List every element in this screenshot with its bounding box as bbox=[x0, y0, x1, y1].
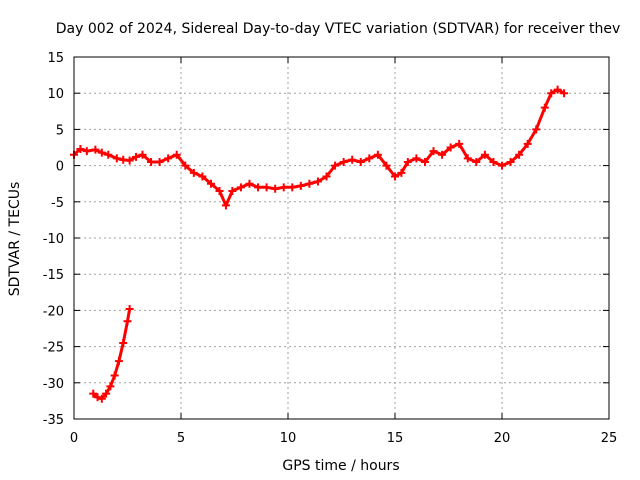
data-point bbox=[91, 145, 100, 154]
series-line-1 bbox=[72, 88, 566, 207]
data-point bbox=[102, 389, 111, 398]
data-point bbox=[397, 168, 406, 177]
data-point bbox=[221, 201, 230, 210]
data-point bbox=[114, 357, 123, 366]
y-tick-label: -35 bbox=[43, 413, 64, 428]
data-point bbox=[420, 157, 429, 166]
data-point bbox=[553, 85, 562, 94]
series-layer bbox=[70, 85, 569, 403]
grid-layer bbox=[74, 57, 609, 419]
data-point bbox=[206, 179, 215, 188]
data-point bbox=[365, 154, 374, 163]
data-point bbox=[560, 89, 569, 98]
data-point bbox=[331, 161, 340, 170]
y-tick-label: -25 bbox=[43, 341, 64, 356]
y-tick-label: 0 bbox=[56, 160, 64, 175]
x-tick-label: 15 bbox=[387, 431, 404, 446]
data-point bbox=[138, 150, 147, 159]
data-point bbox=[147, 157, 156, 166]
data-point bbox=[463, 154, 472, 163]
data-point bbox=[288, 183, 297, 192]
x-tick-label: 25 bbox=[601, 431, 618, 446]
data-point bbox=[373, 150, 382, 159]
data-point bbox=[172, 150, 181, 159]
data-point bbox=[181, 161, 190, 170]
tick-layer: 0 5 10 15 20 25 -35 -30 -25 -20 -15 -10 -5 0 5 10 15 bbox=[43, 51, 618, 446]
data-point bbox=[97, 148, 106, 157]
data-point bbox=[271, 184, 280, 193]
x-tick-label: 0 bbox=[70, 431, 78, 446]
data-point bbox=[106, 382, 115, 391]
data-point bbox=[254, 183, 263, 192]
data-point bbox=[339, 157, 348, 166]
data-point bbox=[82, 147, 91, 156]
x-tick-label: 20 bbox=[494, 431, 511, 446]
data-point bbox=[356, 157, 365, 166]
data-point bbox=[348, 155, 357, 164]
data-point bbox=[498, 161, 506, 170]
data-point bbox=[391, 172, 399, 181]
data-point bbox=[112, 154, 121, 163]
y-tick-label: -30 bbox=[43, 377, 64, 392]
data-point bbox=[198, 172, 207, 181]
data-point bbox=[506, 157, 515, 166]
y-axis-title: SDTVAR / TECUs bbox=[7, 182, 23, 297]
data-point bbox=[429, 147, 438, 156]
y-tick-label: -10 bbox=[43, 232, 64, 247]
data-point bbox=[123, 317, 132, 326]
data-point bbox=[125, 304, 134, 313]
y-tick-label: -15 bbox=[43, 268, 64, 283]
data-point bbox=[262, 183, 271, 192]
data-point bbox=[245, 179, 254, 188]
x-tick-label: 10 bbox=[280, 431, 297, 446]
series-line-2 bbox=[91, 307, 132, 401]
y-tick-label: 10 bbox=[47, 87, 64, 102]
data-point bbox=[104, 150, 113, 159]
data-point bbox=[236, 183, 245, 192]
data-point bbox=[472, 157, 481, 166]
chart-title: Day 002 of 2024, Sidereal Day-to-day VTE… bbox=[56, 21, 620, 37]
data-point bbox=[322, 172, 331, 181]
data-point bbox=[132, 152, 141, 161]
y-tick-label: -20 bbox=[43, 304, 64, 319]
data-point bbox=[110, 371, 119, 380]
data-point bbox=[547, 89, 556, 98]
data-point bbox=[480, 150, 489, 159]
data-point bbox=[489, 157, 498, 166]
data-point bbox=[215, 186, 224, 195]
data-point bbox=[97, 394, 106, 403]
data-point bbox=[89, 389, 98, 398]
data-point bbox=[296, 181, 305, 190]
data-point bbox=[446, 143, 455, 152]
data-point bbox=[305, 179, 314, 188]
y-tick-label: -5 bbox=[51, 196, 64, 211]
y-tick-label: 15 bbox=[47, 51, 64, 66]
data-point bbox=[455, 139, 464, 148]
data-point bbox=[515, 150, 524, 159]
data-point bbox=[313, 177, 322, 186]
x-tick-label: 5 bbox=[177, 431, 185, 446]
data-point bbox=[228, 186, 237, 195]
x-axis-title: GPS time / hours bbox=[282, 458, 399, 474]
data-point bbox=[382, 161, 391, 170]
data-point bbox=[438, 150, 447, 159]
data-point bbox=[164, 154, 173, 163]
data-point bbox=[155, 157, 164, 166]
data-point bbox=[523, 139, 532, 148]
data-point bbox=[93, 393, 102, 402]
data-point bbox=[412, 154, 421, 163]
data-point bbox=[532, 125, 541, 134]
data-point bbox=[403, 157, 412, 166]
data-point bbox=[279, 183, 288, 192]
data-point bbox=[119, 338, 128, 347]
data-point bbox=[125, 156, 134, 165]
y-tick-label: 5 bbox=[56, 123, 64, 138]
data-point bbox=[189, 168, 198, 177]
data-point bbox=[76, 144, 85, 153]
data-point bbox=[540, 103, 549, 112]
